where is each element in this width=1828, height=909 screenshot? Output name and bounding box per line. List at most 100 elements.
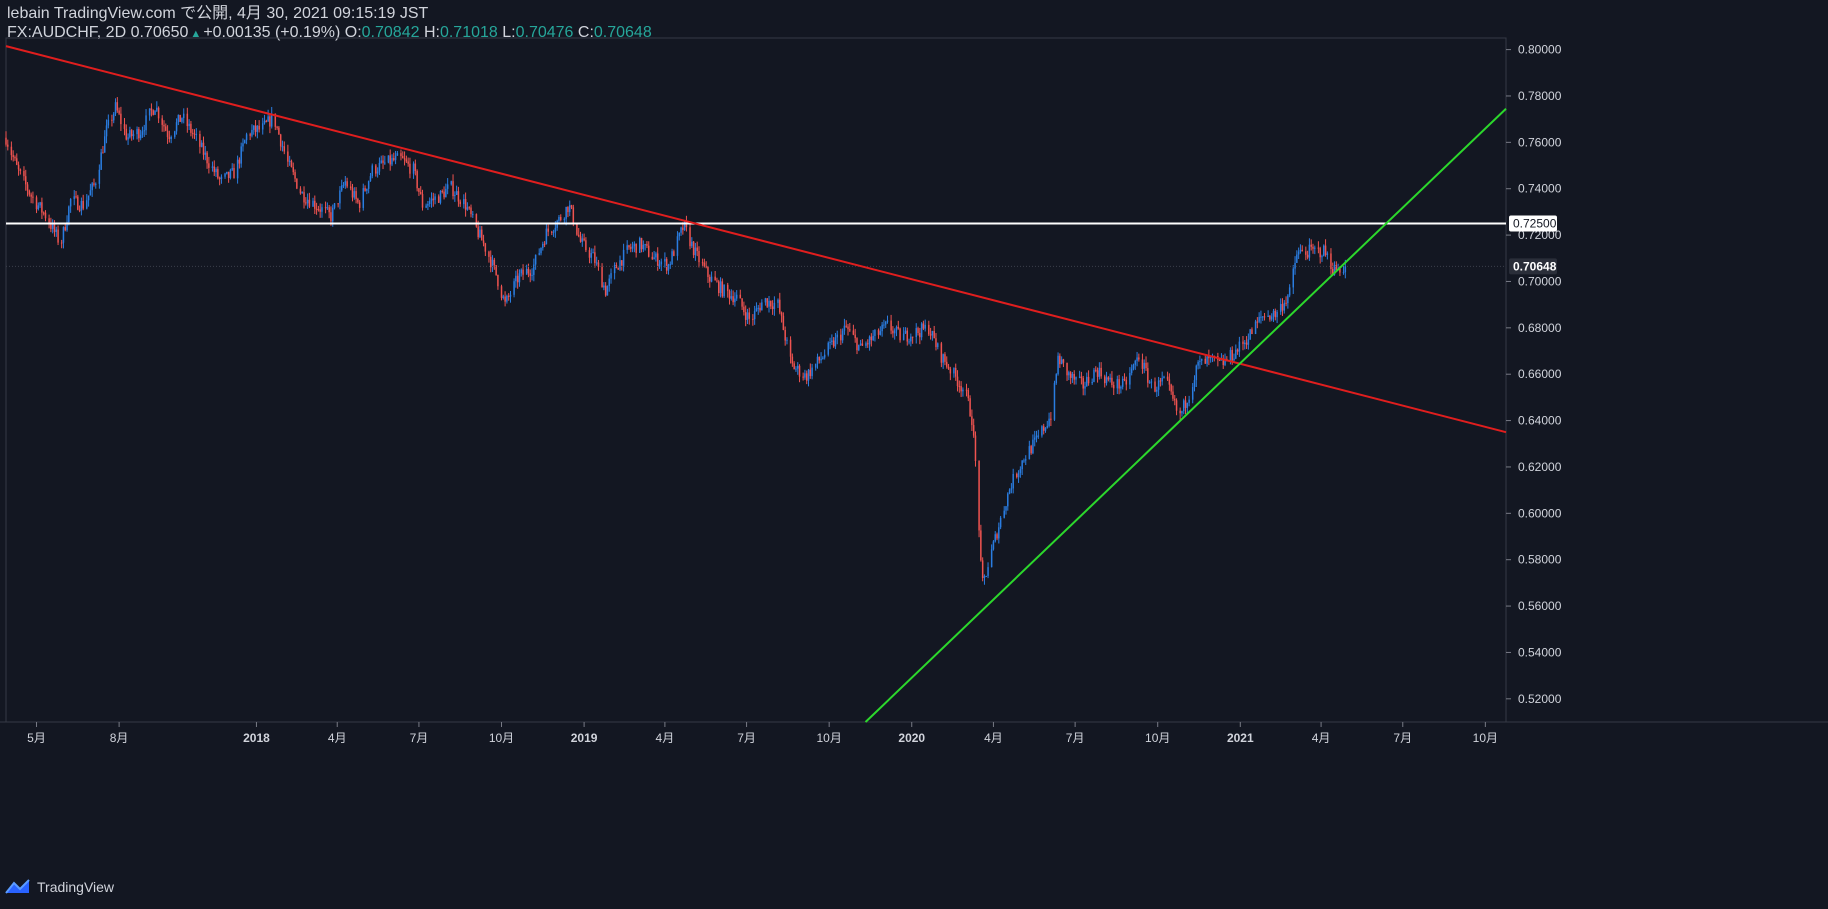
candle-up — [1136, 357, 1138, 361]
candle-down — [856, 338, 858, 351]
price-tick-label: 0.54000 — [1518, 645, 1562, 659]
candle-up — [367, 181, 370, 189]
price-axis[interactable]: 0.80000 0.78000 0.76000 0.74000 0.72000 0.700… — [1506, 43, 1562, 706]
candle-down — [840, 334, 842, 341]
candle-down — [972, 425, 975, 436]
candle-up — [540, 247, 542, 254]
candle-down — [726, 284, 729, 292]
candle-up — [1041, 426, 1043, 436]
candle-down — [709, 277, 711, 282]
candle-up — [1046, 425, 1049, 428]
candle-down — [249, 134, 251, 136]
candle-down — [780, 312, 783, 316]
candle-up — [859, 343, 862, 345]
candle-up — [270, 113, 273, 127]
candle-up — [992, 541, 995, 550]
candle-down — [646, 244, 648, 246]
candle-up — [1296, 254, 1298, 263]
candle-up — [55, 229, 58, 232]
candle-down — [1073, 373, 1075, 380]
candle-down — [357, 198, 359, 203]
candle-up — [174, 131, 176, 137]
time-axis[interactable]: 5月 8月 2018 4月 7月 10月 2019 4月 7月 10月 2020 4月 7月 10月 202… — [27, 722, 1498, 745]
up-arrow-icon: ▲ — [190, 28, 202, 40]
candle-up — [114, 102, 117, 114]
candle-down — [1066, 362, 1068, 376]
candle-down — [933, 330, 935, 339]
candle-up — [1007, 493, 1009, 507]
candle-up — [91, 183, 93, 191]
candle-down — [802, 376, 804, 378]
low-label: L: — [502, 24, 516, 41]
candle-down — [1218, 359, 1221, 361]
candle-down — [628, 245, 630, 248]
candle-down — [974, 435, 977, 461]
candle-down — [233, 167, 235, 179]
candle-down — [705, 266, 707, 268]
candle-up — [1055, 374, 1058, 384]
candle-down — [274, 113, 277, 127]
candle-down — [77, 196, 79, 210]
candle-down — [324, 207, 327, 209]
candle-down — [543, 243, 546, 245]
candle-up — [506, 295, 508, 302]
candle-up — [937, 343, 939, 348]
candle-up — [220, 176, 223, 180]
candle-up — [1200, 358, 1203, 361]
candle-up — [333, 203, 336, 208]
candle-up — [680, 227, 682, 233]
candle-down — [615, 265, 618, 269]
candle-down — [1231, 349, 1233, 361]
candle-up — [753, 311, 756, 320]
candle-down — [1208, 356, 1210, 359]
candle-up — [915, 328, 917, 338]
candle-up — [1021, 460, 1023, 470]
candle-up — [1161, 377, 1163, 382]
candle-down — [1242, 341, 1244, 345]
candle-up — [105, 125, 108, 137]
candle-down — [698, 250, 700, 263]
candle-down — [594, 252, 596, 263]
price-tick-label: 0.64000 — [1518, 414, 1562, 428]
candle-down — [809, 369, 812, 377]
candle-down — [717, 281, 720, 294]
candle-down — [44, 212, 47, 219]
candle-up — [267, 116, 269, 122]
time-tick-label: 7月 — [1066, 731, 1085, 745]
candle-up — [994, 534, 996, 542]
candle-down — [314, 200, 316, 209]
candle-down — [588, 250, 591, 258]
candle-up — [100, 152, 102, 170]
candle-up — [1186, 402, 1189, 408]
candle-up — [244, 140, 246, 144]
candle-down — [53, 223, 56, 232]
candle-up — [664, 259, 666, 262]
candle-down — [1062, 359, 1065, 363]
candle-up — [764, 298, 767, 303]
candle-up — [195, 134, 198, 136]
candle-up — [534, 254, 537, 265]
candle-down — [269, 116, 271, 127]
candle-down — [919, 333, 921, 338]
time-tick-label: 7月 — [737, 731, 756, 745]
candle-down — [1317, 247, 1320, 249]
candle-up — [1078, 376, 1081, 378]
candle-down — [1274, 310, 1277, 318]
candle-down — [1301, 249, 1303, 252]
candle-up — [1120, 386, 1122, 389]
candle-down — [42, 212, 45, 214]
time-tick-label: 7月 — [410, 731, 429, 745]
candle-up — [384, 162, 386, 164]
footer-branding[interactable]: TradingView — [5, 879, 114, 895]
candle-down — [1096, 370, 1099, 377]
candle-down — [296, 178, 298, 189]
candle-up — [332, 207, 334, 222]
candle-down — [28, 190, 31, 195]
candle-up — [428, 201, 431, 204]
candle-down — [1141, 359, 1144, 369]
candle-down — [125, 128, 128, 140]
candle-down — [960, 386, 962, 392]
candle-up — [1156, 389, 1158, 392]
candle-down — [120, 113, 122, 125]
